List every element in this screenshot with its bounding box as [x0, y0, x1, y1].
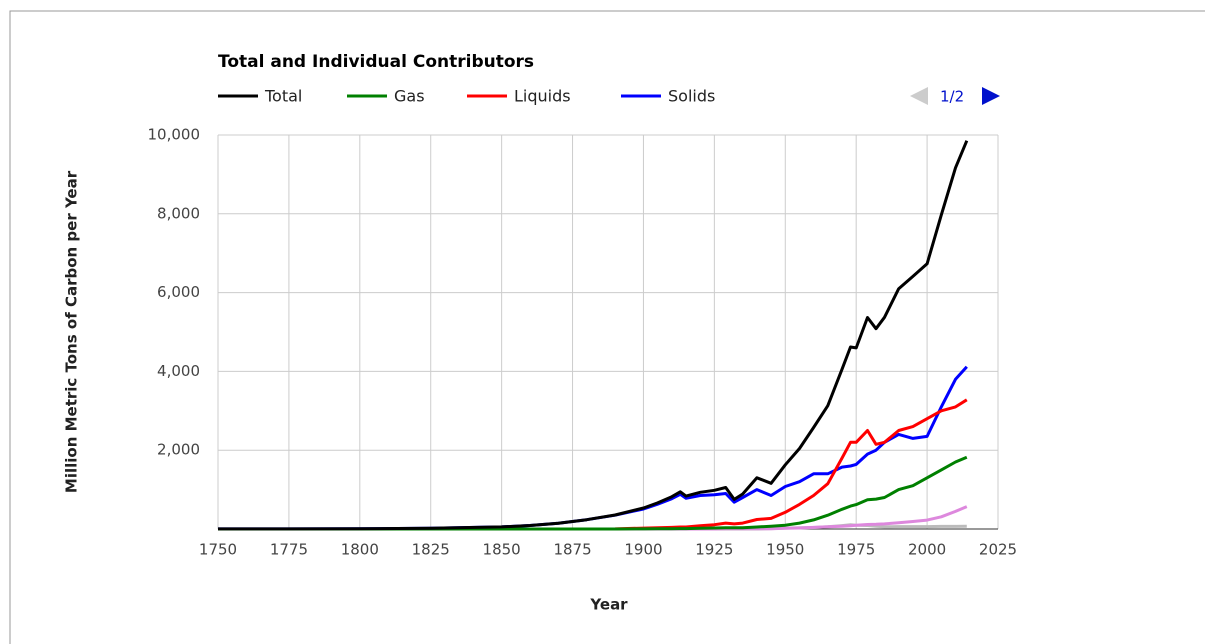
x-tick-label: 1800 — [341, 541, 379, 559]
legend-label: Total — [264, 87, 302, 106]
x-tick-label: 1900 — [624, 541, 662, 559]
x-tick-label: 1850 — [483, 541, 521, 559]
frame — [9, 10, 1205, 644]
x-tick-label: 1975 — [837, 541, 875, 559]
legend-prev[interactable] — [910, 87, 928, 105]
series-line — [218, 140, 969, 531]
x-tick-label: 1875 — [553, 541, 591, 559]
legend-label: Liquids — [514, 87, 571, 106]
series-line — [218, 455, 968, 531]
y-axis-label: Million Metric Tons of Carbon per Year — [63, 170, 81, 493]
legend-label: Solids — [668, 87, 715, 106]
legend-label: Gas — [394, 87, 425, 106]
x-tick-label: 1825 — [412, 541, 450, 559]
y-tick-label: 4,000 — [157, 362, 200, 380]
x-axis-label: Year — [589, 596, 628, 614]
x-tick-label: 1950 — [766, 541, 804, 559]
y-tick-label: 6,000 — [157, 283, 200, 301]
y-tick-label: 2,000 — [157, 441, 200, 459]
y-tick-label: 8,000 — [157, 204, 200, 222]
x-tick-label: 1775 — [270, 541, 308, 559]
legend-page: 1/2 — [940, 88, 964, 106]
x-tick-label: 2025 — [979, 541, 1017, 559]
chart-title: Total and Individual Contributors — [218, 52, 534, 72]
legend-next[interactable] — [982, 87, 1000, 105]
x-tick-label: 2000 — [908, 541, 946, 559]
y-tick-label: 10,000 — [148, 126, 201, 144]
x-tick-label: 1925 — [695, 541, 733, 559]
x-tick-label: 1750 — [199, 541, 237, 559]
